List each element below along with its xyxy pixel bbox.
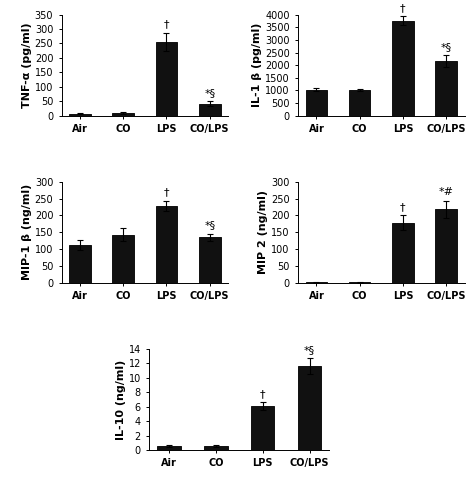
Text: *§: *§ bbox=[204, 221, 215, 230]
Text: *#: *# bbox=[438, 187, 454, 197]
Bar bbox=[298, 366, 321, 450]
Y-axis label: MIP-1 β (ng/ml): MIP-1 β (ng/ml) bbox=[22, 184, 32, 280]
Text: †: † bbox=[400, 3, 406, 13]
Bar bbox=[204, 446, 228, 450]
Bar bbox=[155, 206, 177, 283]
Bar bbox=[199, 237, 220, 283]
Bar bbox=[392, 223, 414, 283]
Bar bbox=[155, 42, 177, 116]
Text: †: † bbox=[164, 19, 169, 29]
Bar bbox=[349, 282, 371, 283]
Bar bbox=[112, 235, 134, 283]
Y-axis label: IL-10 (ng/ml): IL-10 (ng/ml) bbox=[116, 359, 126, 439]
Text: †: † bbox=[164, 187, 169, 197]
Text: †: † bbox=[260, 389, 265, 399]
Bar bbox=[112, 113, 134, 116]
Bar bbox=[251, 406, 274, 450]
Y-axis label: IL-1 β (pg/ml): IL-1 β (pg/ml) bbox=[252, 23, 262, 107]
Bar bbox=[435, 61, 457, 116]
Y-axis label: MIP 2 (ng/ml): MIP 2 (ng/ml) bbox=[258, 190, 268, 274]
Bar bbox=[69, 245, 91, 283]
Text: *§: *§ bbox=[304, 345, 315, 355]
Y-axis label: TNF-α (pg/ml): TNF-α (pg/ml) bbox=[22, 22, 32, 108]
Bar bbox=[306, 282, 327, 283]
Text: †: † bbox=[400, 202, 406, 212]
Bar bbox=[306, 90, 327, 116]
Text: *§: *§ bbox=[204, 88, 215, 98]
Bar bbox=[69, 114, 91, 116]
Bar bbox=[199, 104, 220, 116]
Bar bbox=[157, 446, 181, 450]
Bar bbox=[435, 210, 457, 283]
Text: *§: *§ bbox=[440, 42, 452, 52]
Bar bbox=[392, 21, 414, 116]
Bar bbox=[349, 90, 371, 116]
